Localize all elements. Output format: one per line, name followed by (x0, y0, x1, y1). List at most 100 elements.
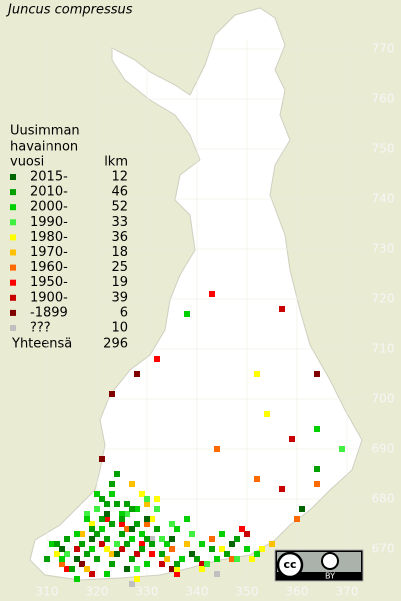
x-tick-label: 330 (136, 585, 159, 599)
legend-count: 19 (111, 275, 128, 290)
observation-square (109, 391, 115, 397)
by-icon (321, 552, 339, 570)
observation-square (189, 531, 195, 537)
observation-square (134, 566, 140, 572)
observation-square (49, 541, 55, 547)
observation-square (109, 521, 115, 527)
total: 296 (103, 337, 128, 352)
legend-count: 39 (111, 290, 128, 305)
observation-square (124, 566, 130, 572)
observation-square (224, 551, 230, 557)
observation-square (184, 311, 190, 317)
legend-swatch (10, 249, 16, 256)
observation-square (104, 511, 110, 517)
y-tick-label: 710 (372, 342, 395, 356)
observation-square (164, 556, 170, 562)
observation-square (104, 546, 110, 552)
x-tick-label: 370 (336, 585, 359, 599)
observation-square (314, 426, 320, 432)
observation-square (114, 541, 120, 547)
legend-count: 12 (111, 170, 128, 185)
observation-square (109, 481, 115, 487)
observation-square (149, 551, 155, 557)
observation-square (184, 516, 190, 522)
license-badge: cc BY (274, 549, 364, 582)
observation-square (99, 541, 105, 547)
observation-square (74, 556, 80, 562)
legend-label: 2000- (30, 200, 68, 215)
observation-square (139, 491, 145, 497)
legend-label: -1899 (30, 305, 68, 320)
observation-square (119, 531, 125, 537)
y-tick-label: 730 (372, 242, 395, 256)
legend-swatch (10, 204, 16, 211)
observation-square (249, 556, 255, 562)
legend-label: 1990- (30, 215, 68, 230)
observation-square (219, 531, 225, 537)
y-tick-label: 740 (372, 192, 395, 206)
observation-square (94, 531, 100, 537)
observation-square (174, 526, 180, 532)
observation-square (129, 536, 135, 542)
observation-square (259, 546, 265, 552)
observation-square (154, 526, 160, 532)
legend-label: 1970- (30, 245, 68, 260)
legend-swatch (10, 279, 16, 286)
x-tick-label: 340 (186, 585, 209, 599)
observation-square (264, 411, 270, 417)
title: Juncus compressus (5, 3, 133, 18)
observation-square (244, 531, 250, 537)
legend-count: 33 (111, 215, 128, 230)
observation-square (129, 481, 135, 487)
observation-square (234, 536, 240, 542)
observation-square (104, 536, 110, 542)
observation-square (159, 551, 165, 557)
observation-square (74, 576, 80, 582)
x-tick-label: 320 (86, 585, 109, 599)
observation-square (59, 561, 65, 567)
observation-square (169, 546, 175, 552)
observation-square (204, 561, 210, 567)
observation-square (64, 536, 70, 542)
observation-square (174, 571, 180, 577)
observation-square (239, 526, 245, 532)
observation-square (109, 491, 115, 497)
observation-square (89, 571, 95, 577)
legend-heading: lkm (104, 155, 128, 170)
observation-square (99, 516, 105, 522)
observation-square (169, 521, 175, 527)
observation-square (114, 471, 120, 477)
observation-square (44, 556, 50, 562)
observation-square (169, 536, 175, 542)
observation-square (279, 306, 285, 312)
observation-square (254, 551, 260, 557)
legend-label: 2010- (30, 185, 68, 200)
legend-label: 2015- (30, 170, 68, 185)
observation-square (119, 516, 125, 522)
observation-square (124, 501, 130, 507)
observation-square (104, 571, 110, 577)
observation-square (169, 566, 175, 572)
observation-square (59, 556, 65, 562)
observation-square (144, 501, 150, 507)
observation-square (149, 541, 155, 547)
cc-icon (276, 551, 304, 579)
observation-square (99, 456, 105, 462)
legend-swatch (10, 219, 16, 226)
observation-square (99, 526, 105, 532)
observation-square (99, 496, 105, 502)
observation-square (154, 496, 160, 502)
legend-heading: vuosi (10, 155, 44, 170)
observation-square (289, 436, 295, 442)
observation-square (154, 356, 160, 362)
y-tick-label: 680 (372, 492, 395, 506)
observation-square (79, 561, 85, 567)
y-tick-label: 670 (372, 542, 395, 556)
observation-square (154, 506, 160, 512)
observation-square (54, 541, 60, 547)
y-tick-label: 690 (372, 442, 395, 456)
observation-square (94, 491, 100, 497)
cc-text: cc (283, 558, 296, 571)
observation-square (269, 541, 275, 547)
